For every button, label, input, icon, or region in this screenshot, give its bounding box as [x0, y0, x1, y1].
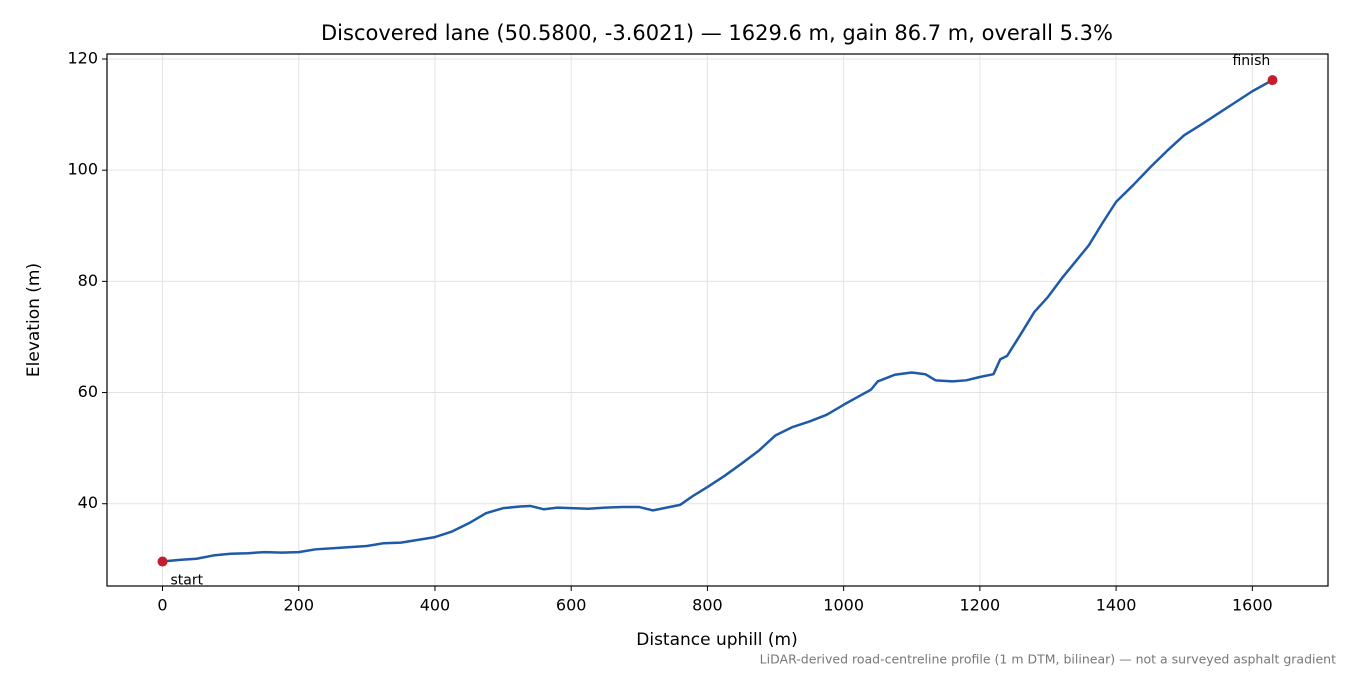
x-axis-label: Distance uphill (m) — [636, 630, 797, 650]
elevation-line — [162, 79, 1274, 563]
endpoint-label: start — [171, 573, 204, 589]
x-tick-label: 400 — [420, 596, 451, 615]
y-tick-label: 40 — [78, 493, 98, 512]
y-tick-label: 120 — [67, 49, 98, 68]
x-tick-label: 600 — [556, 596, 587, 615]
y-tick-label: 100 — [67, 160, 98, 179]
footnote: LiDAR-derived road-centreline profile (1… — [760, 652, 1336, 667]
x-tick-label: 0 — [157, 596, 167, 615]
x-tick-label: 1400 — [1096, 596, 1137, 615]
x-tick-label: 800 — [692, 596, 723, 615]
y-axis-label: Elevation (m) — [24, 263, 44, 377]
endpoint-marker — [1267, 75, 1278, 86]
y-tick-label: 60 — [78, 382, 98, 401]
chart-title: Discovered lane (50.5800, -3.6021) — 162… — [321, 21, 1113, 45]
y-tick-label: 80 — [78, 271, 98, 290]
plot-frame — [106, 53, 1329, 587]
x-tick-label: 200 — [283, 596, 314, 615]
endpoint-label: finish — [1232, 53, 1270, 69]
x-tick-label: 1000 — [823, 596, 864, 615]
endpoint-marker — [157, 556, 168, 567]
x-tick-label: 1600 — [1232, 596, 1273, 615]
x-tick-label: 1200 — [960, 596, 1001, 615]
